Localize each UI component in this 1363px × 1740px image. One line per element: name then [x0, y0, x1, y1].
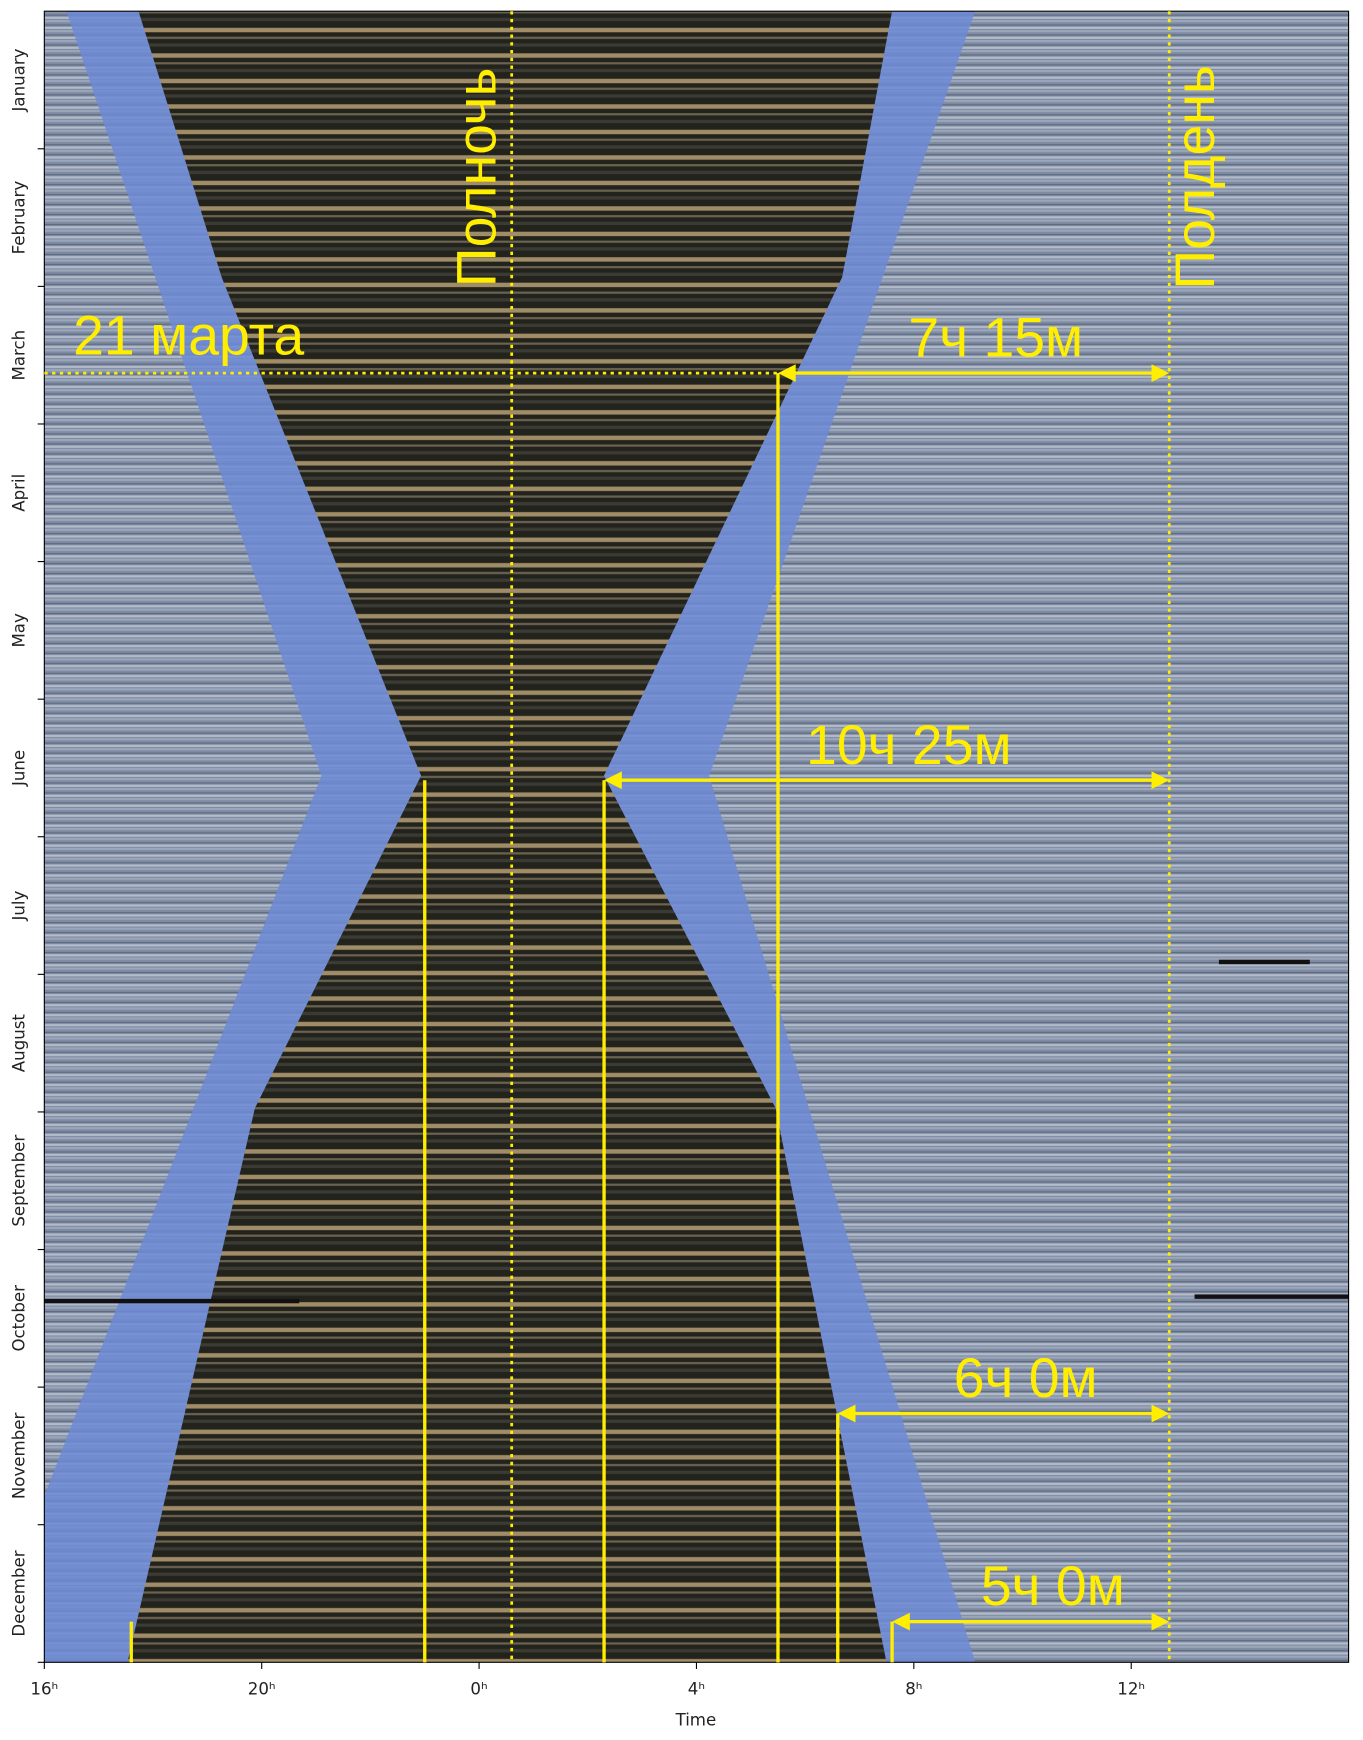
arrow-label: 7ч 15м — [908, 307, 1083, 369]
x-tick-label: 0ʰ — [470, 1680, 487, 1699]
gap — [1219, 960, 1310, 964]
y-tick-label: July — [9, 890, 28, 921]
y-tick-label: August — [9, 1014, 28, 1073]
x-tick-label: 12ʰ — [1117, 1680, 1145, 1699]
y-tick-label: March — [9, 330, 28, 381]
reference-label: Полдень — [1164, 65, 1226, 289]
reference-label: 21 марта — [73, 304, 304, 366]
x-tick-label: 16ʰ — [30, 1680, 58, 1699]
y-tick-label: November — [9, 1413, 28, 1500]
y-tick-label: June — [9, 750, 28, 787]
page: {"chart_data": { "type": "image", "xlabe… — [0, 0, 1363, 1740]
x-tick-label: 4ʰ — [688, 1680, 705, 1699]
arrow-label: 6ч 0м — [954, 1347, 1098, 1409]
y-tick-label: October — [9, 1285, 28, 1352]
x-tick-label: 20ʰ — [248, 1680, 276, 1699]
y-tick-label: April — [9, 474, 28, 512]
y-tick-label: December — [9, 1550, 28, 1636]
reference-label: Полночь — [445, 68, 507, 288]
arrow-label: 5ч 0м — [981, 1555, 1125, 1617]
gap — [44, 1299, 299, 1303]
y-tick-label: May — [9, 613, 28, 648]
y-tick-label: February — [9, 181, 28, 255]
arrow-label: 10ч 25м — [806, 714, 1012, 776]
y-tick-label: January — [9, 48, 28, 112]
gap — [1195, 1294, 1349, 1298]
chart: Полночь Полдень 21 марта 7ч 15м 10ч 25м 6ч 0м… — [0, 0, 1363, 1740]
x-tick-label: 8ʰ — [905, 1680, 922, 1699]
y-tick-label: September — [9, 1135, 28, 1227]
x-axis-label: Time — [675, 1711, 717, 1730]
